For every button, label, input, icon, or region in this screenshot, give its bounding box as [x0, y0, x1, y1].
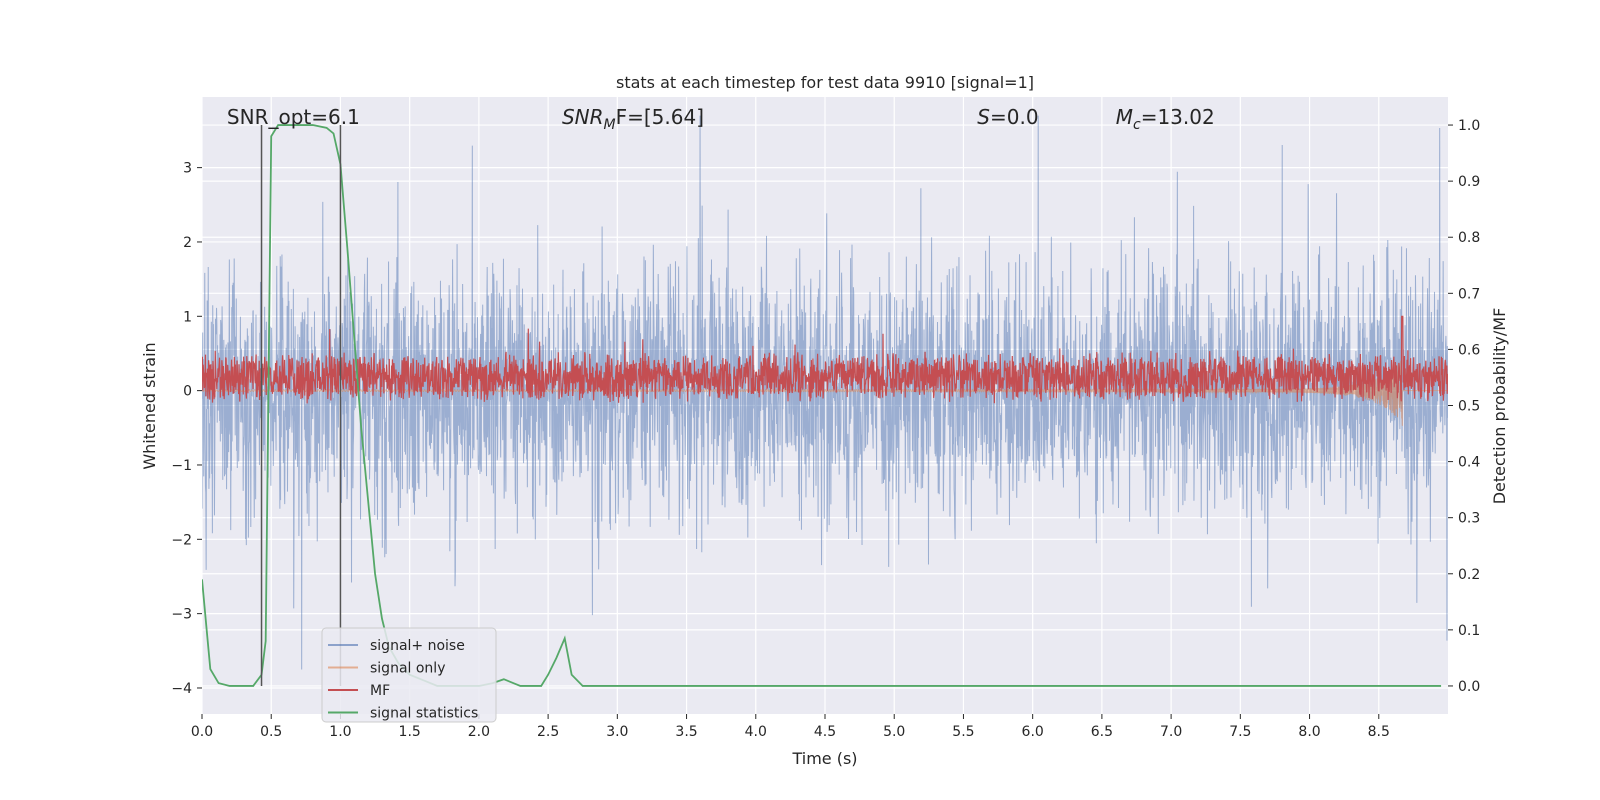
x-tick-label: 1.0 [329, 724, 351, 740]
x-tick-label: 7.5 [1229, 724, 1251, 740]
legend-label-signal-noise: signal+ noise [370, 638, 465, 654]
x-tick-labels: 0.0 0.5 1.0 1.5 2.0 2.5 3.0 3.5 4.0 4.5 5.0 5.5 6.0 6… [191, 714, 1390, 740]
y-tick-label: −2 [171, 532, 192, 548]
y-right-axis-label: Detection probability/MF [1490, 308, 1509, 505]
x-tick-label: 6.5 [1091, 724, 1113, 740]
legend: signal+ noise signal only MF signal statist… [321, 627, 497, 723]
y-axis-label: Whitened strain [140, 342, 159, 469]
x-tick-label: 2.5 [537, 724, 559, 740]
x-tick-label: 0.5 [260, 724, 282, 740]
y-right-tick-label: 1.0 [1458, 118, 1480, 134]
y-right-tick-label: 0.4 [1458, 455, 1480, 471]
annotation-snr-opt: SNR_opt=6.1 [227, 105, 360, 129]
series-signal-noise [202, 115, 1448, 670]
x-tick-label: 4.0 [745, 724, 767, 740]
legend-box [321, 627, 497, 723]
x-tick-label: 5.0 [883, 724, 905, 740]
legend-label-signal-only: signal only [370, 661, 445, 677]
x-tick-label: 8.0 [1298, 724, 1320, 740]
x-tick-label: 0.0 [191, 724, 213, 740]
x-tick-label: 3.5 [675, 724, 697, 740]
y-right-tick-label: 0.6 [1458, 342, 1480, 358]
x-axis-label: Time (s) [791, 749, 857, 768]
legend-label-mf: MF [370, 683, 390, 699]
y-right-tick-label: 0.7 [1458, 286, 1480, 302]
chart-title: stats at each timestep for test data 991… [616, 73, 1034, 92]
x-tick-label: 5.5 [952, 724, 974, 740]
vertical-markers [260, 125, 342, 686]
y-tick-label: 0 [183, 384, 192, 400]
y-tick-label: 2 [183, 235, 192, 251]
x-tick-label: 6.0 [1022, 724, 1044, 740]
y-tick-label: −4 [171, 681, 192, 697]
annotation-mc-value: Mc=13.02 [1116, 105, 1215, 133]
annotation-snr-mf: SNRMF=[5.64] [562, 105, 704, 133]
y-right-tick-label: 0.3 [1458, 511, 1480, 527]
annotations: SNR_opt=6.1 SNRMF=[5.64] S=0.0 Mc=13.02 [227, 105, 1215, 133]
x-tick-label: 2.0 [468, 724, 490, 740]
y-right-tick-label: 0.1 [1458, 623, 1480, 639]
y-tick-label: 1 [183, 309, 192, 325]
y-right-tick-label: 0.5 [1458, 399, 1480, 415]
y-tick-label: −3 [171, 607, 192, 623]
x-tick-label: 1.5 [399, 724, 421, 740]
y-right-tick-labels: 1.0 0.9 0.8 0.7 0.6 0.5 0.4 0.3 0.2 0.1 0.0 [1448, 118, 1480, 695]
x-tick-label: 7.0 [1160, 724, 1182, 740]
series-mf [202, 315, 1448, 404]
y-right-tick-label: 0.9 [1458, 174, 1480, 190]
y-tick-label: 3 [183, 161, 192, 177]
y-right-tick-label: 0.0 [1458, 679, 1480, 695]
y-right-tick-label: 0.8 [1458, 230, 1480, 246]
y-tick-label: −1 [171, 458, 192, 474]
x-tick-label: 4.5 [814, 724, 836, 740]
y-tick-labels: 3 2 1 0 −1 −2 −3 −4 [171, 161, 202, 697]
x-tick-label: 8.5 [1368, 724, 1390, 740]
annotation-s-value: S=0.0 [977, 105, 1038, 129]
legend-label-signal-statistics: signal statistics [370, 706, 478, 722]
x-tick-label: 3.0 [606, 724, 628, 740]
y-right-tick-label: 0.2 [1458, 567, 1480, 583]
